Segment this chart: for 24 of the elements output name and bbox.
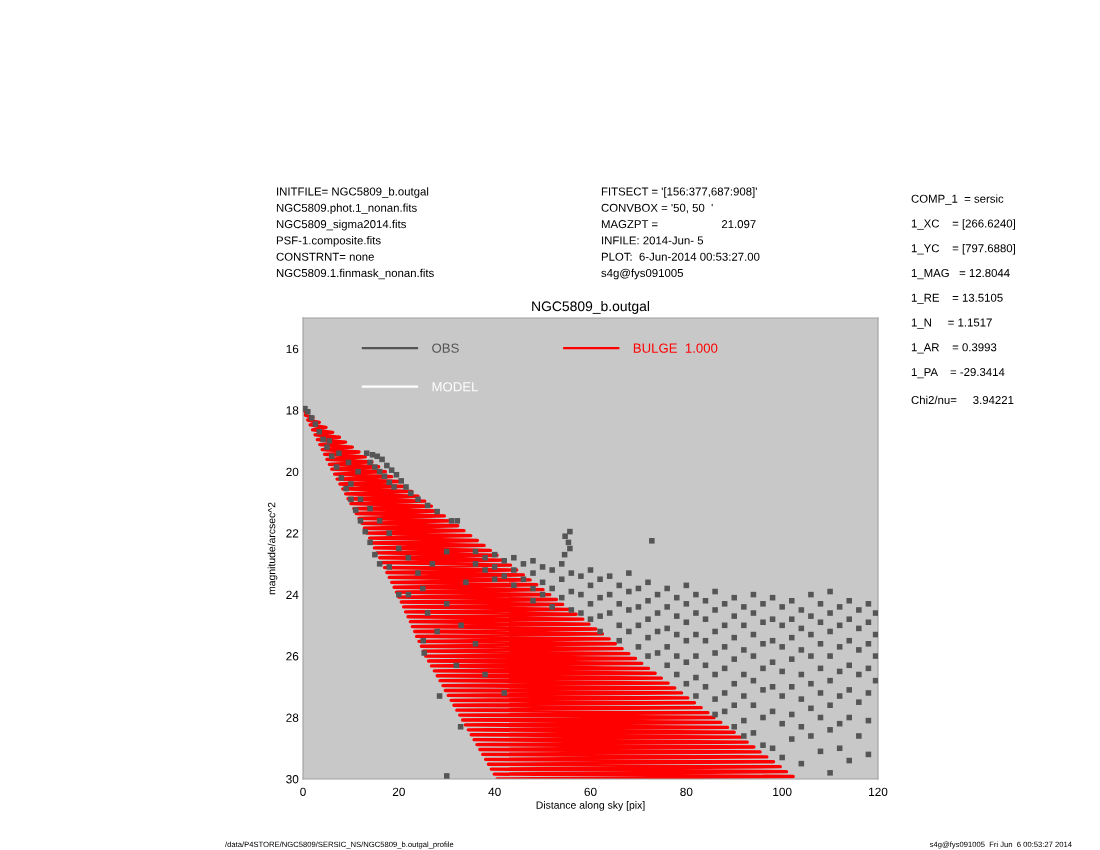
text: Chi2/nu= 3.94221 [911,395,1014,405]
x-tick-label: 40 [488,787,501,796]
y-tick-label: 22 [286,529,299,538]
y-tick-label: 24 [286,590,299,599]
x-tick-label: 60 [584,787,597,796]
text: INITFILE= NGC5809_b.outgal NGC5809.phot.1_nonan.fits NGC5809_sigma2014.fits PSF-1.composite.fits CONSTRNT= none NGC5809.1.finmask_nonan.fits [276,187,434,280]
text: COMP_1 = sersic 1_XC = [266.6240] 1_YC = [797.6880] 1_MAG = 12.8044 1_RE = 13.5105 1_N = 1.1517 1_AR = 0.3993 1_PA = -29.3414 [911,194,1015,379]
y-tick-label: 30 [286,775,299,784]
y-tick-label: 28 [286,713,299,722]
x-tick-label: 0 [300,787,306,796]
x-axis-title: Distance along sky [pix] [536,801,645,811]
y-tick-label: 26 [286,652,299,661]
text: FITSECT = '[156:377,687:908]' CONVBOX = '50, 50 ' MAGZPT = 21.097 INFILE: 2014-Jun- 5 PLOT: 6-Jun-2014 00:53:27.00 s4g@fys091005 [601,187,760,280]
y-tick-label: 18 [286,406,299,415]
legend-label: BULGE 1.000 [633,343,718,353]
x-tick-label: 120 [869,787,888,796]
y-tick-label: 20 [286,467,299,477]
x-tick-label: 80 [680,787,693,796]
chart-title: NGC5809_b.outgal [532,300,650,314]
legend-label: OBS [432,343,459,353]
x-tick-label: 20 [392,787,405,796]
y-tick-label: 16 [286,344,299,354]
y-axis-title: magnitude/arcsec^2 [267,502,278,595]
x-tick-label: 100 [773,787,792,796]
